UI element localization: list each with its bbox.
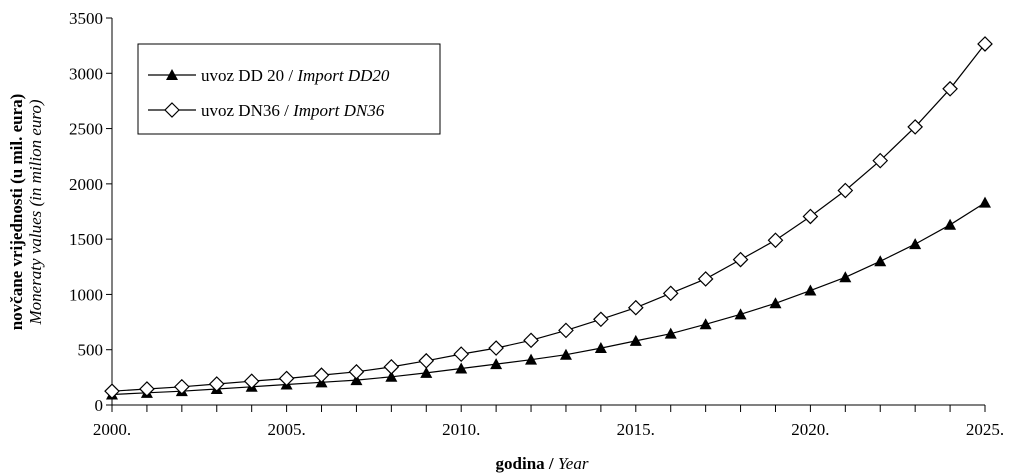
data-point-diamond [278, 370, 295, 387]
data-point-diamond [104, 383, 120, 400]
data-point-triangle [909, 238, 922, 250]
data-point-triangle [874, 255, 887, 267]
y-tick-label: 2000 [69, 175, 103, 194]
data-point-diamond [453, 346, 470, 362]
legend-label-import-dd20: uvoz DD 20 / Import DD20 [201, 66, 390, 85]
data-point-diamond [208, 376, 225, 392]
data-point-diamond [662, 285, 679, 302]
y-tick-label: 1500 [69, 230, 103, 249]
data-point-diamond [313, 367, 330, 383]
legend: uvoz DD 20 / Import DD20 uvoz DN36 / Imp… [137, 43, 441, 135]
y-tick-label: 0 [95, 396, 104, 415]
data-point-triangle [594, 342, 607, 354]
x-axis-title-italic: Year [558, 454, 589, 473]
x-axis-title-separator: / [545, 454, 558, 473]
plot-area: 0 500 1000 1500 2000 2500 3000 3500 2000. 2005. 20… [69, 9, 1004, 439]
x-tick-label: 2005. [267, 420, 305, 439]
data-point-triangle [699, 318, 712, 330]
x-tick-label: 2025. [966, 420, 1004, 439]
data-point-triangle [804, 284, 817, 296]
y-tick-label: 3500 [69, 9, 103, 28]
x-axis-title: godina / Year [496, 454, 589, 473]
data-point-diamond [802, 208, 819, 225]
x-tick-label: 2015. [617, 420, 655, 439]
x-tick-label: 2010. [442, 420, 480, 439]
data-point-triangle [839, 271, 852, 283]
data-point-diamond [627, 299, 644, 316]
data-point-diamond [243, 373, 260, 390]
data-point-triangle [769, 297, 782, 309]
legend-label-import-dn36-italic: Import DN36 [292, 101, 385, 120]
x-tick-label: 2020. [791, 420, 829, 439]
data-point-diamond [872, 152, 889, 169]
legend-label-import-dd20-plain: uvoz DD 20 / [201, 66, 297, 85]
x-axis-title-bold: godina [496, 454, 546, 473]
data-point-diamond [558, 322, 574, 339]
y-tick-label: 1000 [69, 285, 103, 304]
data-point-diamond [139, 381, 155, 397]
data-point-triangle [385, 370, 398, 382]
data-point-diamond [977, 36, 993, 52]
y-axis-title-italic: Moneraty values (in milion euro) [26, 99, 45, 325]
data-point-diamond [942, 80, 958, 97]
legend-marker-import-dd20 [166, 69, 178, 80]
data-point-diamond [348, 363, 365, 380]
x-tick-label: 2000. [93, 420, 131, 439]
data-point-triangle [629, 334, 642, 346]
data-point-diamond [383, 359, 400, 375]
data-point-triangle [664, 327, 677, 339]
y-axis-title-bold: novčane vrijednosti (u mil. eura) [7, 94, 26, 331]
data-point-diamond [767, 232, 784, 249]
data-point-triangle [944, 218, 957, 230]
data-point-diamond [593, 311, 609, 328]
legend-label-import-dd20-italic: Import DD20 [296, 66, 390, 85]
series-line-0 [111, 202, 986, 396]
data-point-diamond [732, 251, 749, 268]
data-point-diamond [418, 352, 435, 369]
data-point-triangle [420, 366, 433, 378]
data-point-triangle [490, 358, 503, 370]
y-tick-label: 500 [78, 341, 104, 360]
data-point-diamond [173, 378, 190, 395]
legend-box [137, 43, 441, 135]
data-point-diamond [488, 340, 504, 356]
data-point-triangle [455, 362, 468, 374]
y-tick-label: 3000 [69, 64, 103, 83]
data-point-diamond [837, 182, 854, 199]
y-tick-label: 2500 [69, 120, 103, 139]
data-point-triangle [559, 348, 572, 360]
data-point-triangle [979, 196, 991, 208]
data-point-triangle [525, 353, 538, 365]
data-point-triangle [734, 308, 747, 320]
data-point-diamond [697, 271, 714, 287]
legend-marker-import-dn36 [164, 102, 180, 118]
legend-label-import-dn36-plain: uvoz DN36 / [201, 101, 293, 120]
legend-label-import-dn36: uvoz DN36 / Import DN36 [201, 101, 385, 120]
data-point-diamond [907, 119, 924, 135]
data-point-diamond [523, 332, 539, 349]
